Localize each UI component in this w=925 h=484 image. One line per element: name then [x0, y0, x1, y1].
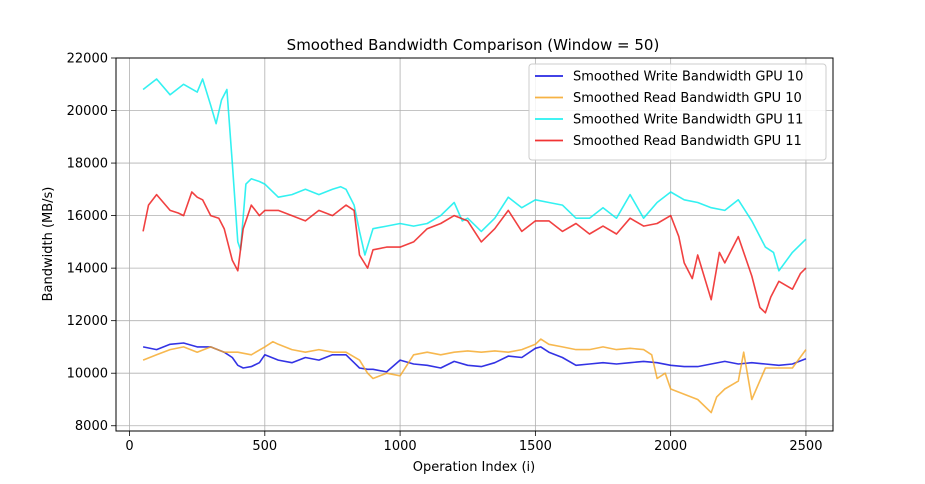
- legend: Smoothed Write Bandwidth GPU 10 Smoothed …: [528, 63, 827, 161]
- y-tick-label: 8000: [75, 419, 108, 434]
- legend-label-2: Smoothed Write Bandwidth GPU 11: [573, 113, 803, 128]
- y-tick-label: 12000: [67, 314, 108, 329]
- x-tick-label: 500: [252, 439, 277, 454]
- y-tick-label: 10000: [67, 367, 108, 382]
- y-tick-label: 20000: [67, 104, 108, 119]
- chart-title: Smoothed Bandwidth Comparison (Window = …: [287, 36, 660, 54]
- x-tick-label: 2500: [789, 439, 822, 454]
- x-axis-label: Operation Index (i): [413, 460, 536, 475]
- x-tick-label: 1500: [519, 439, 552, 454]
- x-tick-label: 2000: [654, 439, 687, 454]
- series-line-0: [142, 342, 807, 373]
- legend-label-3: Smoothed Read Bandwidth GPU 11: [573, 134, 802, 149]
- plot-frame: [115, 57, 834, 432]
- legend-label-1: Smoothed Read Bandwidth GPU 10: [573, 91, 802, 106]
- y-tick-label: 16000: [67, 209, 108, 224]
- series-layer: [142, 78, 807, 414]
- legend-box: [528, 63, 827, 161]
- y-tick-label: 22000: [67, 52, 108, 67]
- y-tick-label: 18000: [67, 157, 108, 172]
- legend-label-0: Smoothed Write Bandwidth GPU 10: [573, 70, 803, 85]
- y-axis-label: Bandwidth (MB/s): [41, 187, 56, 302]
- y-tick-label: 14000: [67, 262, 108, 277]
- x-tick-label: 0: [125, 439, 133, 454]
- x-tick-label: 1000: [384, 439, 417, 454]
- series-line-1: [142, 338, 807, 414]
- series-line-2: [142, 78, 807, 272]
- axis-ticks: 0 500 1000 1500 2000 2500 8000 10000 12000 14000 1…: [67, 52, 823, 455]
- series-line-3: [142, 191, 807, 314]
